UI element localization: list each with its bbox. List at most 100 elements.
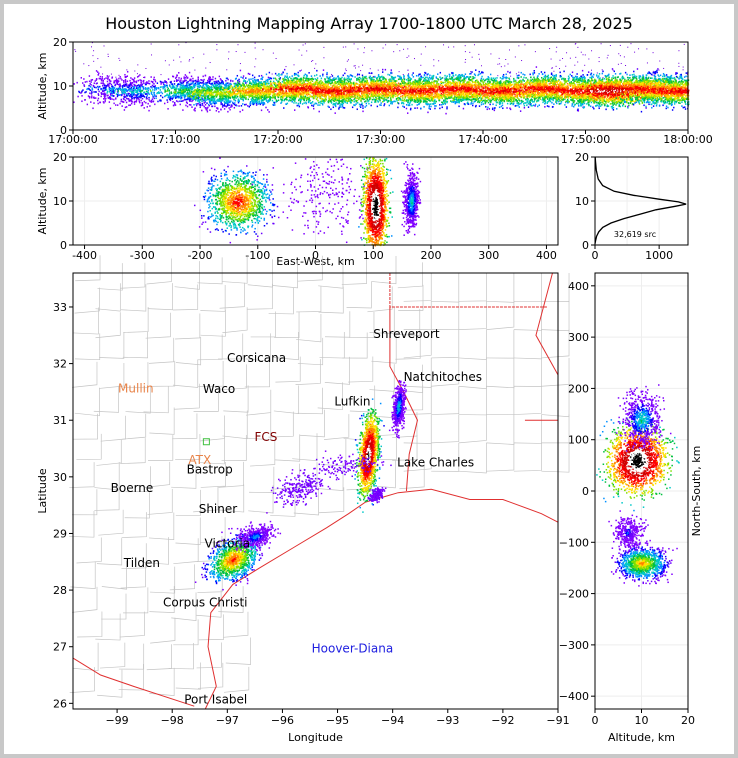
time-altitude-source-point xyxy=(219,82,222,85)
time-altitude-source-point xyxy=(255,102,258,105)
time-altitude-source-point xyxy=(360,97,363,100)
time-altitude-source-point xyxy=(319,92,321,94)
time-altitude-source-point xyxy=(263,103,266,105)
time-altitude-source-point xyxy=(131,95,134,97)
time-altitude-source-point xyxy=(369,82,372,84)
time-altitude-source-point xyxy=(210,89,213,91)
time-altitude-source-point xyxy=(160,86,162,88)
time-altitude-source-point xyxy=(171,83,174,85)
time-altitude-source-point xyxy=(86,87,89,90)
time-altitude-source-point xyxy=(174,77,177,79)
time-altitude-source-point xyxy=(306,75,308,77)
time-altitude-source-point xyxy=(186,92,189,95)
time-altitude-source-point xyxy=(266,83,268,85)
time-altitude-source-point xyxy=(221,95,223,97)
time-altitude-source-point xyxy=(138,84,140,86)
time-altitude-source-point xyxy=(314,95,317,97)
time-altitude-source-point xyxy=(217,86,220,89)
time-altitude-source-point xyxy=(308,96,310,99)
time-altitude-source-point xyxy=(129,83,132,86)
time-altitude-source-point xyxy=(263,90,266,93)
time-altitude-source-point xyxy=(188,86,191,88)
time-altitude-source-point xyxy=(320,96,322,98)
time-altitude-source-point xyxy=(209,101,212,103)
time-altitude-source-point xyxy=(103,83,105,85)
time-altitude-source-point xyxy=(135,81,138,84)
time-altitude-source-point xyxy=(336,84,338,87)
time-altitude-source-point xyxy=(198,102,201,104)
time-altitude-source-point xyxy=(336,97,338,99)
time-altitude-source-point xyxy=(292,96,295,99)
time-altitude-source-point xyxy=(186,98,188,101)
time-altitude-source-point xyxy=(355,87,358,90)
time-altitude-source-point xyxy=(335,91,337,94)
time-altitude-source-point xyxy=(130,96,133,98)
time-altitude-source-point xyxy=(287,92,289,95)
time-altitude-source-point xyxy=(270,77,272,80)
time-altitude-source-point xyxy=(199,81,202,84)
time-altitude-source-point xyxy=(204,94,206,97)
time-altitude-source-point xyxy=(321,84,324,87)
time-altitude-source-point xyxy=(112,86,114,89)
time-altitude-source-point xyxy=(111,94,113,97)
time-altitude-source-point xyxy=(364,106,366,108)
time-altitude-source-point xyxy=(288,93,291,96)
time-altitude-source-point xyxy=(278,94,281,96)
time-altitude-source-point xyxy=(126,84,128,87)
time-altitude-source-point xyxy=(338,96,340,99)
time-altitude-source-point xyxy=(93,85,95,87)
time-altitude-source-point xyxy=(252,89,254,91)
time-altitude-source-point xyxy=(278,82,280,84)
time-altitude-source-point xyxy=(265,86,267,89)
time-altitude-source-point xyxy=(135,100,137,103)
time-altitude-source-point xyxy=(315,102,318,105)
time-altitude-source-point xyxy=(337,92,340,94)
time-altitude-source-point xyxy=(182,81,184,84)
time-altitude-source-point xyxy=(206,88,208,90)
time-altitude-source-point xyxy=(228,93,231,95)
time-altitude-source-point xyxy=(83,85,86,87)
time-altitude-source-point xyxy=(301,84,304,87)
time-altitude-source-point xyxy=(280,101,283,103)
time-altitude-source-point xyxy=(196,81,198,83)
time-altitude-source-point xyxy=(359,95,362,97)
time-altitude-source-point xyxy=(263,81,265,83)
time-altitude-source-point xyxy=(328,86,331,88)
time-altitude-source-point xyxy=(331,94,333,97)
time-altitude-source-point xyxy=(333,77,335,79)
time-altitude-source-point xyxy=(294,93,296,96)
time-altitude-source-point xyxy=(370,85,372,88)
time-altitude-source-point xyxy=(222,87,224,89)
time-altitude-source-point xyxy=(320,94,323,96)
time-altitude-source-point xyxy=(355,92,357,95)
time-altitude-source-point xyxy=(277,92,280,94)
time-altitude-source-point xyxy=(324,94,326,96)
time-altitude-source-point xyxy=(136,94,138,97)
time-altitude-source-point xyxy=(325,87,328,90)
time-altitude-source-point xyxy=(234,95,236,97)
time-altitude-source-point xyxy=(311,84,313,86)
time-altitude-source-point xyxy=(303,99,305,102)
time-altitude-source-point xyxy=(293,90,296,92)
time-altitude-source-point xyxy=(111,85,113,88)
time-altitude-source-point xyxy=(277,87,279,89)
time-altitude-source-point xyxy=(249,90,252,92)
time-altitude-source-point xyxy=(253,86,256,88)
time-altitude-source-point xyxy=(236,74,239,77)
time-altitude-source-point xyxy=(280,88,282,90)
time-altitude-source-point xyxy=(278,77,280,80)
time-altitude-source-point xyxy=(231,101,234,104)
time-altitude-source-point xyxy=(311,88,313,90)
time-altitude-source-point xyxy=(196,97,199,100)
time-altitude-source-point xyxy=(179,96,181,99)
time-altitude-source-point xyxy=(265,106,267,109)
time-altitude-source-point xyxy=(168,92,171,94)
time-altitude-source-point xyxy=(229,83,231,86)
time-altitude-source-point xyxy=(329,88,331,90)
time-altitude-source-point xyxy=(216,81,218,84)
time-altitude-source-point xyxy=(135,91,138,93)
time-altitude-source-point xyxy=(252,100,255,103)
time-altitude-source-point xyxy=(301,103,304,105)
time-altitude-source-point xyxy=(277,85,279,88)
time-altitude-source-point xyxy=(183,91,185,94)
